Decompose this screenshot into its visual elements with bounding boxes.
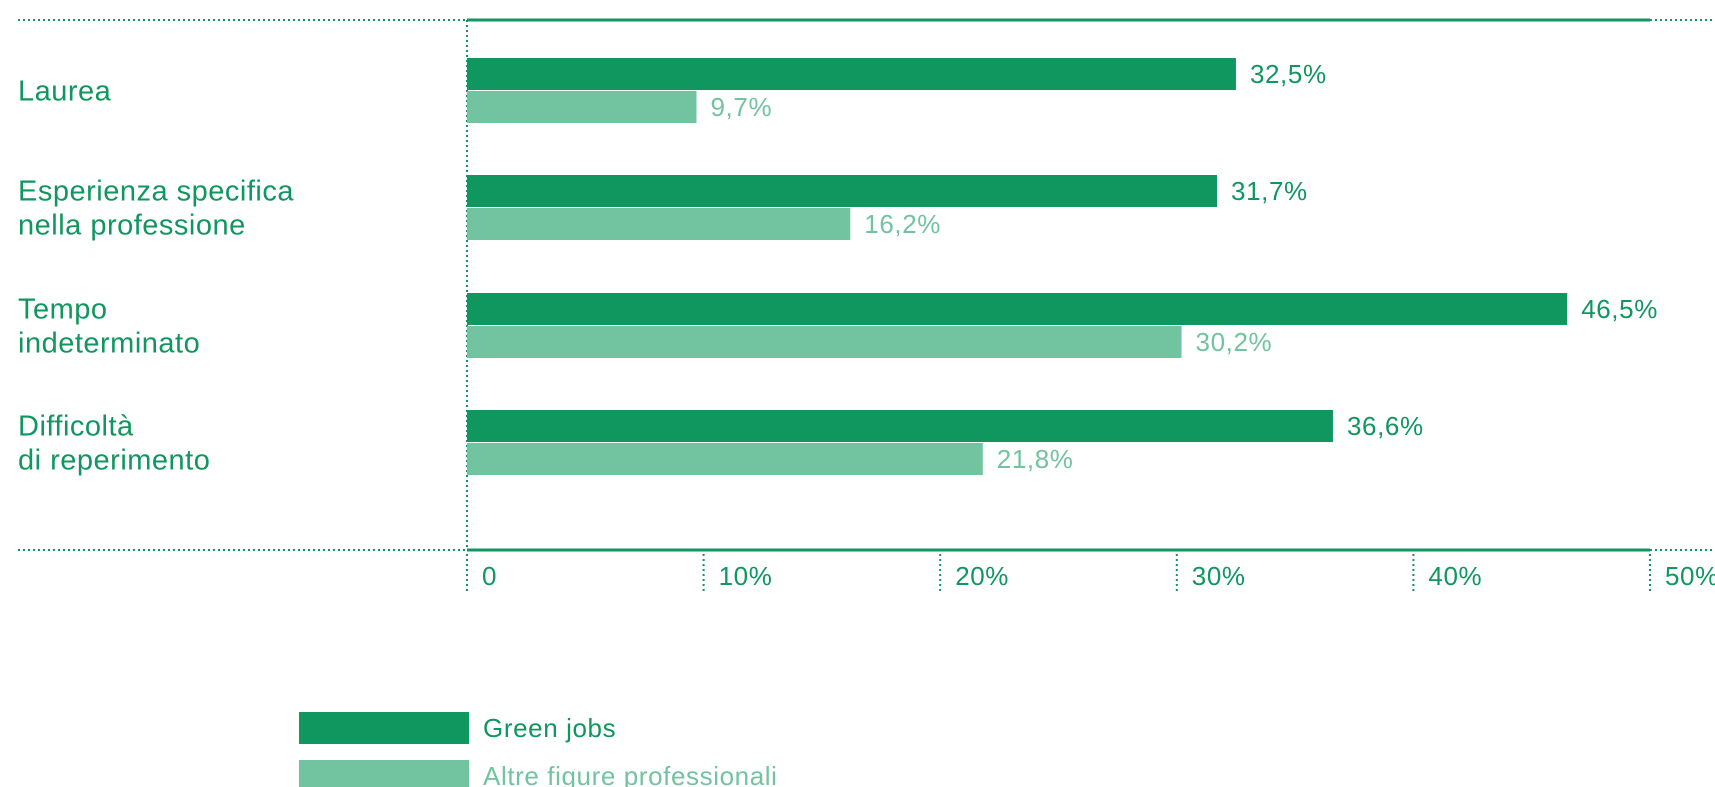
legend-swatch: [299, 712, 469, 744]
category-label: nella professione: [18, 210, 246, 242]
bars: 32,5% 31,7% 46,5% 36,6% 9,7% 16,2% 30,2% 21,8%: [467, 58, 1658, 475]
legend-label: Altre figure professionali: [483, 761, 778, 787]
data-label: 36,6%: [1347, 411, 1424, 441]
bar-green-jobs: [467, 58, 1236, 90]
tick-label: 20%: [955, 561, 1009, 591]
data-label: 30,2%: [1196, 327, 1273, 357]
data-label: 16,2%: [864, 209, 941, 239]
bar-green-jobs: [467, 410, 1333, 442]
data-label: 21,8%: [997, 444, 1074, 474]
bar-green-jobs: [467, 175, 1218, 207]
legend: Green jobs Altre figure professionali: [299, 712, 778, 787]
tick-label: 10%: [719, 561, 773, 591]
bar-altre-figure: [467, 208, 851, 240]
data-label: 32,5%: [1250, 59, 1327, 89]
legend-swatch: [299, 760, 469, 787]
legend-label: Green jobs: [483, 713, 616, 743]
data-label: 9,7%: [711, 92, 773, 122]
category-label: Laurea: [18, 76, 112, 108]
tick-label: 40%: [1428, 561, 1482, 591]
category-label: Tempo: [18, 294, 108, 326]
tick-label: 0: [482, 561, 497, 591]
tick-label: 50%: [1665, 561, 1715, 591]
bar-altre-figure: [467, 91, 697, 123]
data-label: 46,5%: [1581, 294, 1658, 324]
bar-altre-figure: [467, 443, 983, 475]
bar-altre-figure: [467, 326, 1182, 358]
bar-green-jobs: [467, 293, 1568, 325]
tick-label: 30%: [1192, 561, 1246, 591]
category-label: Difficoltà: [18, 411, 134, 443]
category-label: di reperimento: [18, 445, 210, 477]
category-label: indeterminato: [18, 328, 200, 360]
x-axis-ticks: 0 10% 20% 30% 40% 50%: [466, 554, 1715, 592]
data-label: 31,7%: [1231, 176, 1308, 206]
category-label: Esperienza specifica: [18, 176, 294, 208]
